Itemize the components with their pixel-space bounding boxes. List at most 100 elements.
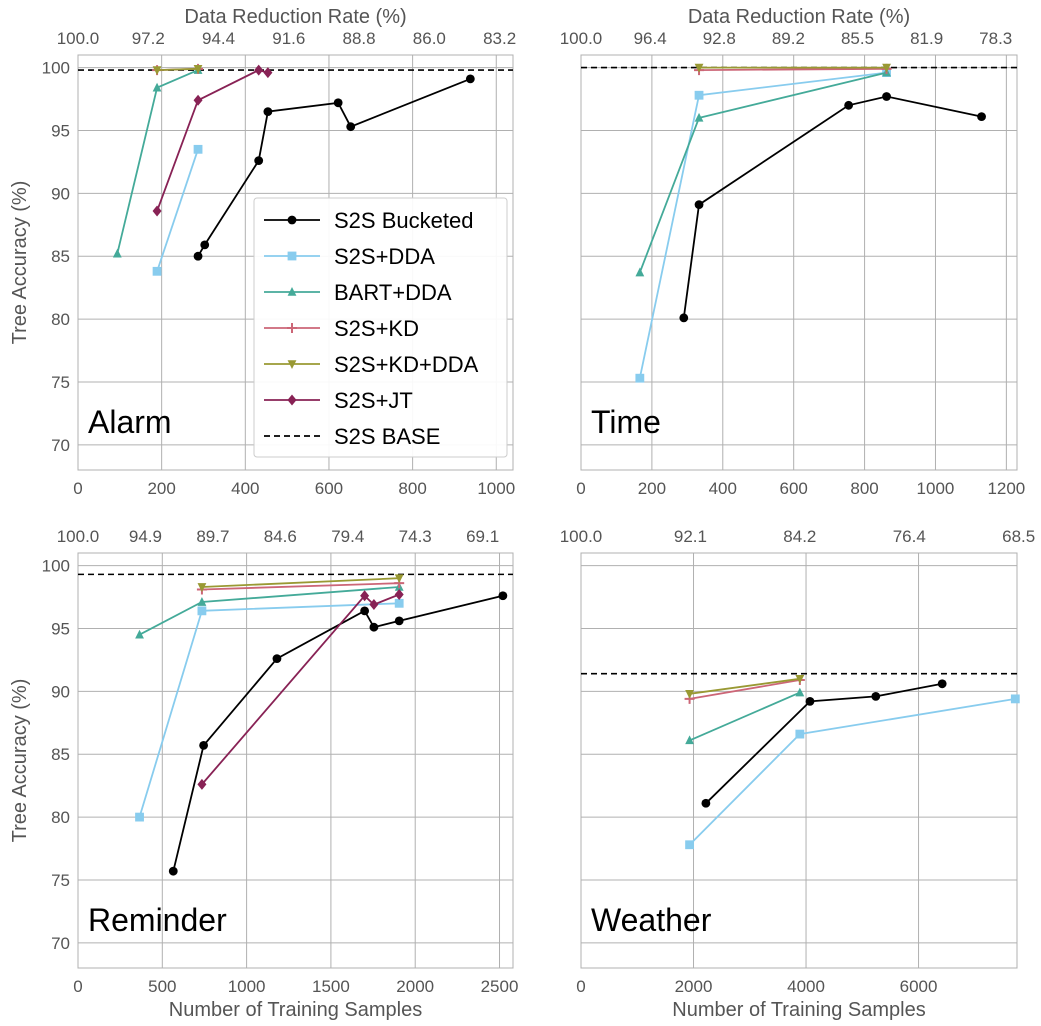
legend-label: S2S+JT xyxy=(334,388,413,413)
top-x-tick-label: 86.0 xyxy=(413,29,446,48)
series-bart xyxy=(112,65,203,258)
data-point xyxy=(333,98,343,108)
series-line xyxy=(638,71,887,379)
top-x-tick-label: 84.2 xyxy=(783,527,816,546)
data-point xyxy=(977,112,986,122)
x-tick-label: 0 xyxy=(73,977,82,996)
y-tick-label: 75 xyxy=(51,373,70,392)
legend-label: BART+DDA xyxy=(334,280,452,305)
top-x-tick-label: 69.1 xyxy=(466,527,499,546)
data-point xyxy=(135,812,144,822)
x-tick-label: 400 xyxy=(709,479,737,498)
top-x-tick-label: 92.1 xyxy=(674,527,707,546)
data-point xyxy=(844,100,854,110)
legend-marker xyxy=(287,251,297,261)
top-x-tick-label: 79.4 xyxy=(331,527,364,546)
legend-label: S2S BASE xyxy=(334,424,440,449)
data-point xyxy=(197,583,207,592)
series-line xyxy=(138,602,400,818)
series-line xyxy=(156,69,269,212)
top-x-tick-label: 74.3 xyxy=(399,527,432,546)
data-point xyxy=(685,840,694,850)
series-line xyxy=(689,691,801,742)
legend-marker xyxy=(287,323,297,333)
data-point xyxy=(795,674,805,684)
x-tick-label: 1000 xyxy=(477,479,515,498)
data-point xyxy=(346,122,356,132)
data-point xyxy=(701,798,711,808)
top-x-tick-label: 88.8 xyxy=(343,29,376,48)
y-tick-label: 70 xyxy=(51,436,70,455)
series-line xyxy=(689,679,800,700)
data-point xyxy=(360,590,370,602)
y-tick-label: 85 xyxy=(51,745,70,764)
y-tick-label: 75 xyxy=(51,871,70,890)
top-x-tick-label: 92.8 xyxy=(703,29,736,48)
legend-label: S2S+KD+DDA xyxy=(334,352,479,377)
panel-title: Reminder xyxy=(88,902,227,938)
data-point xyxy=(694,90,704,100)
series-dda xyxy=(685,694,1020,850)
data-point xyxy=(168,866,178,876)
top-x-tick-label: 78.3 xyxy=(979,29,1012,48)
series-line xyxy=(172,594,504,872)
legend-entry-jt: S2S+JT xyxy=(264,388,413,413)
data-point xyxy=(685,690,694,699)
x-tick-label: 500 xyxy=(148,977,176,996)
legend-frame xyxy=(253,197,508,458)
panel-title: Time xyxy=(591,404,661,440)
gridlines xyxy=(77,553,513,968)
series-dda xyxy=(135,598,404,822)
data-point xyxy=(272,654,282,664)
top-x-tick-label: 94.4 xyxy=(202,29,235,48)
top-x-tick-label: 76.4 xyxy=(893,527,926,546)
top-x-tick-label: 100.0 xyxy=(560,527,603,546)
series-line xyxy=(201,593,400,785)
data-point xyxy=(635,373,645,383)
series-line xyxy=(682,95,982,318)
data-point xyxy=(465,74,475,84)
data-point xyxy=(263,67,273,79)
y-tick-label: 100 xyxy=(42,557,70,576)
data-point xyxy=(795,687,805,697)
series-line xyxy=(698,67,887,71)
data-point xyxy=(112,248,122,258)
top-x-tick-label: 84.6 xyxy=(264,527,297,546)
x-tick-label: 0 xyxy=(576,479,585,498)
x-tick-label: 2000 xyxy=(396,977,434,996)
data-point xyxy=(263,107,273,116)
series-dda xyxy=(635,68,891,383)
top-x-tick-label: 96.4 xyxy=(634,29,667,48)
series-line xyxy=(156,149,199,272)
x-tick-label: 200 xyxy=(638,479,666,498)
x-tick-label: 800 xyxy=(398,479,426,498)
legend-entry-kd: S2S+KD xyxy=(264,316,419,341)
axes-frame xyxy=(77,552,514,969)
x-tick-label: 2000 xyxy=(675,977,713,996)
top-x-tick-label: 100.0 xyxy=(560,29,603,48)
top-x-tick-label: 94.9 xyxy=(129,527,162,546)
series-kddda xyxy=(152,65,203,76)
x-tick-label: 2500 xyxy=(481,977,519,996)
panel-title: Alarm xyxy=(88,404,172,440)
series-kddda xyxy=(694,63,891,73)
series-bart xyxy=(635,67,891,277)
series-dda xyxy=(152,144,203,276)
data-point xyxy=(694,112,704,122)
y-tick-label: 80 xyxy=(51,310,70,329)
y-axis-title: Tree Accuracy (%) xyxy=(9,181,31,345)
axes-frame xyxy=(580,552,1018,969)
series-kddda xyxy=(197,574,404,592)
data-point xyxy=(795,729,805,739)
x-tick-label: 200 xyxy=(147,479,175,498)
panel-reminder: 0 500 1000 1500 2000 2500 70 75 80 85 90 95 100 100.0… xyxy=(9,527,518,1021)
legend-label: S2S Bucketed xyxy=(334,208,473,233)
series-jt xyxy=(152,64,273,217)
x-tick-label: 400 xyxy=(231,479,259,498)
y-tick-label: 80 xyxy=(51,808,70,827)
axes-frame xyxy=(580,54,1018,471)
data-point xyxy=(193,65,203,74)
x-axis-title: Number of Training Samples xyxy=(169,999,422,1021)
legend-marker xyxy=(287,287,297,296)
data-point xyxy=(197,597,207,606)
